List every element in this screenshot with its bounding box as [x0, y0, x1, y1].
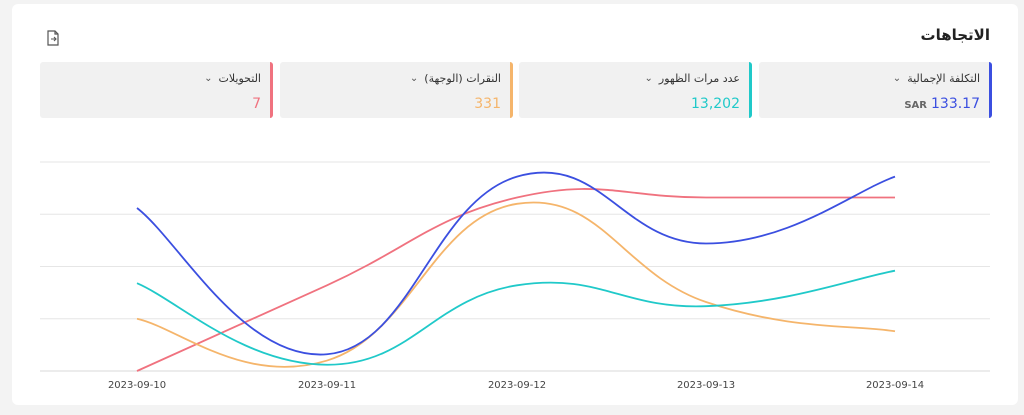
chart-gridlines	[40, 161, 990, 372]
metric-impressions[interactable]: عدد مرات الظهور ⌄ 13,202	[519, 62, 752, 118]
metric-clicks[interactable]: النقرات (الوجهة) ⌄ 331	[280, 62, 513, 118]
chevron-down-icon: ⌄	[204, 73, 213, 84]
metric-total-cost[interactable]: التكلفة الإجمالية ⌄ SAR 133.17	[759, 62, 992, 118]
series-line-1	[136, 269, 896, 366]
metric-color-bar	[749, 62, 752, 118]
x-tick-label: 2023-09-13	[677, 380, 735, 391]
x-tick-label: 2023-09-11	[298, 380, 356, 391]
x-tick-label: 2023-09-14	[866, 380, 924, 391]
metric-dropdown[interactable]: النقرات (الوجهة) ⌄	[410, 72, 501, 85]
section-title: الاتجاهات	[920, 26, 991, 44]
metric-value: 13,202	[691, 96, 740, 112]
series-line-2	[136, 201, 896, 368]
metric-value: 133.17	[931, 96, 980, 112]
metric-label: النقرات (الوجهة)	[424, 72, 501, 85]
metric-dropdown[interactable]: عدد مرات الظهور ⌄	[645, 72, 741, 85]
metric-dropdown[interactable]: التحويلات ⌄	[204, 72, 261, 85]
x-tick-label: 2023-09-10	[108, 380, 166, 391]
document-export-icon[interactable]	[46, 30, 60, 46]
x-tick-label: 2023-09-12	[488, 380, 546, 391]
chevron-down-icon: ⌄	[892, 73, 902, 84]
metric-color-bar	[510, 62, 513, 118]
metric-label: التحويلات	[218, 72, 262, 85]
chevron-down-icon: ⌄	[644, 73, 653, 84]
metric-label: التكلفة الإجمالية	[907, 72, 980, 85]
metric-value: 331	[474, 96, 501, 112]
metric-unit: SAR	[904, 100, 927, 111]
metric-value: 7	[252, 96, 261, 112]
metric-color-bar	[989, 62, 992, 118]
metric-dropdown[interactable]: التكلفة الإجمالية ⌄	[893, 72, 980, 85]
series-line-0	[136, 171, 896, 356]
series-line-3	[136, 188, 895, 372]
metric-color-bar	[270, 62, 273, 118]
metric-label: عدد مرات الظهور	[658, 72, 740, 85]
metric-conversions[interactable]: التحويلات ⌄ 7	[40, 62, 273, 118]
chevron-down-icon: ⌄	[409, 73, 419, 84]
